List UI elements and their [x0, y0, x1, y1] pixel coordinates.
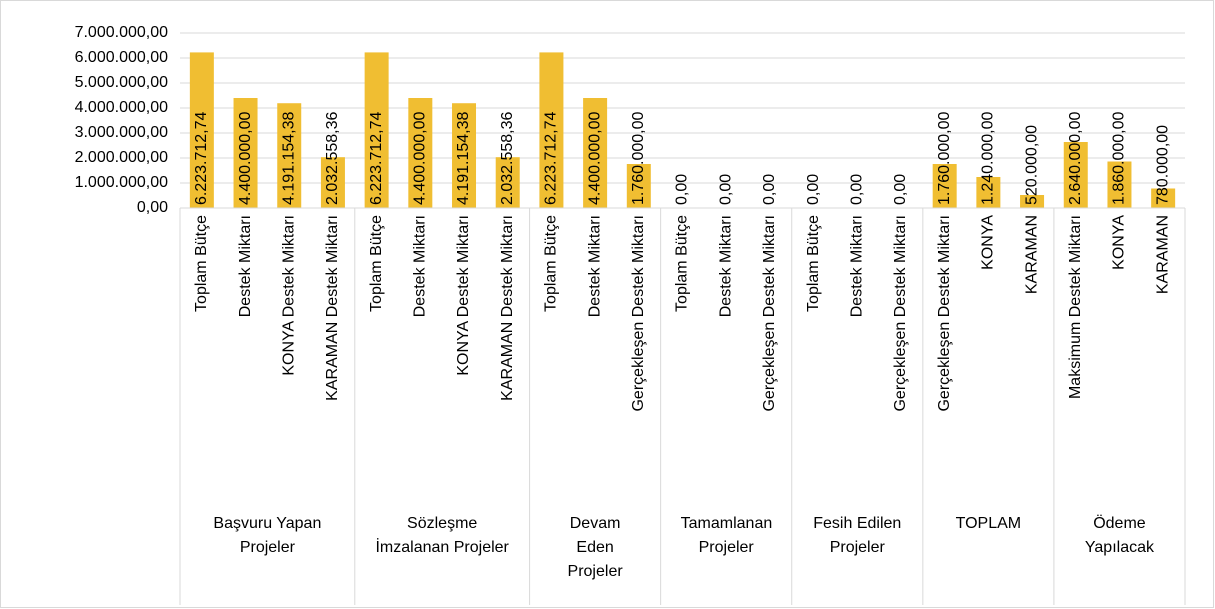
y-tick-label: 3.000.000,00 — [75, 124, 169, 141]
x-tick-label: Gerçekleşen Destek Miktarı — [936, 215, 953, 412]
x-tick-label: KONYA Destek Miktarı — [455, 215, 472, 376]
value-label: 6.223.712,74 — [543, 111, 560, 205]
group-label: Sözleşme İmzalanan Projeler — [375, 515, 509, 556]
x-tick-label: Toplam Bütçe — [193, 215, 210, 312]
value-label: 2.640.000,00 — [1067, 111, 1084, 205]
value-label: 4.400.000,00 — [586, 111, 603, 205]
bar — [452, 103, 477, 208]
x-tick-label: Gerçekleşen Destek Miktarı — [892, 215, 909, 412]
y-tick-label: 2.000.000,00 — [75, 149, 169, 166]
value-label: 1.240.000,00 — [980, 111, 997, 205]
x-tick-label: Destek Miktarı — [849, 215, 866, 317]
x-tick-label: Toplam Bütçe — [368, 215, 385, 312]
x-tick-label: Toplam Bütçe — [805, 215, 822, 312]
bar — [1063, 142, 1088, 208]
value-label: 2.032.558,36 — [324, 111, 341, 205]
x-tick-label: KONYA — [1111, 215, 1128, 270]
group-label: Tamamlanan Projeler — [680, 515, 773, 556]
value-label: 2.032.558,36 — [499, 111, 516, 205]
value-label: 6.223.712,74 — [193, 111, 210, 205]
bar — [320, 157, 345, 208]
bar — [495, 157, 520, 208]
value-label: 4.191.154,38 — [280, 111, 297, 205]
x-tick-label: KONYA — [980, 215, 997, 270]
value-label: 780.000,00 — [1154, 125, 1171, 205]
value-label: 0,00 — [761, 174, 778, 205]
value-label: 0,00 — [805, 174, 822, 205]
x-tick-label: Maksimum Destek Miktarı — [1067, 215, 1084, 399]
value-label: 1.860.000,00 — [1111, 111, 1128, 205]
x-tick-label: Destek Miktarı — [237, 215, 254, 317]
value-label: 4.400.000,00 — [412, 111, 429, 205]
bar — [1151, 188, 1176, 208]
y-tick-label: 0,00 — [137, 199, 168, 216]
bar — [189, 52, 214, 208]
x-tick-label: Gerçekleşen Destek Miktarı — [630, 215, 647, 412]
bar — [364, 52, 389, 208]
value-label: 4.191.154,38 — [455, 111, 472, 205]
bar — [583, 98, 608, 208]
bar — [277, 103, 302, 208]
y-tick-label: 1.000.000,00 — [75, 174, 169, 191]
group-label: Ödeme Yapılacak — [1084, 515, 1154, 556]
value-label: 0,00 — [892, 174, 909, 205]
x-tick-label: KARAMAN Destek Miktarı — [499, 215, 516, 401]
bar — [539, 52, 564, 208]
bar — [1020, 195, 1045, 208]
group-label: TOPLAM — [955, 515, 1022, 532]
x-tick-label: KARAMAN — [1154, 215, 1171, 294]
bar — [233, 98, 258, 208]
bar — [626, 164, 651, 208]
value-label: 0,00 — [674, 174, 691, 205]
x-tick-label: KARAMAN — [1023, 215, 1040, 294]
x-tick-label: Destek Miktarı — [586, 215, 603, 317]
y-tick-label: 4.000.000,00 — [75, 99, 169, 116]
group-label: Devam Eden Projeler — [567, 515, 623, 580]
y-tick-label: 5.000.000,00 — [75, 74, 169, 91]
x-tick-label: KONYA Destek Miktarı — [280, 215, 297, 376]
bar — [1107, 161, 1132, 208]
group-label: Başvuru Yapan Projeler — [213, 515, 322, 556]
x-tick-label: KARAMAN Destek Miktarı — [324, 215, 341, 401]
value-label: 1.760.000,00 — [936, 111, 953, 205]
x-tick-label: Destek Miktarı — [412, 215, 429, 317]
value-label: 4.400.000,00 — [237, 111, 254, 205]
bar — [932, 164, 957, 208]
x-tick-label: Toplam Bütçe — [674, 215, 691, 312]
bar — [976, 177, 1001, 208]
value-label: 0,00 — [717, 174, 734, 205]
group-label: Fesih Edilen Projeler — [813, 515, 902, 556]
value-label: 0,00 — [849, 174, 866, 205]
x-tick-label: Destek Miktarı — [717, 215, 734, 317]
y-tick-label: 7.000.000,00 — [75, 24, 169, 41]
value-label: 520.000,00 — [1023, 125, 1040, 205]
value-label: 1.760.000,00 — [630, 111, 647, 205]
value-label: 6.223.712,74 — [368, 111, 385, 205]
y-tick-label: 6.000.000,00 — [75, 49, 169, 66]
x-tick-label: Toplam Bütçe — [543, 215, 560, 312]
x-tick-label: Gerçekleşen Destek Miktarı — [761, 215, 778, 412]
bar — [408, 98, 433, 208]
